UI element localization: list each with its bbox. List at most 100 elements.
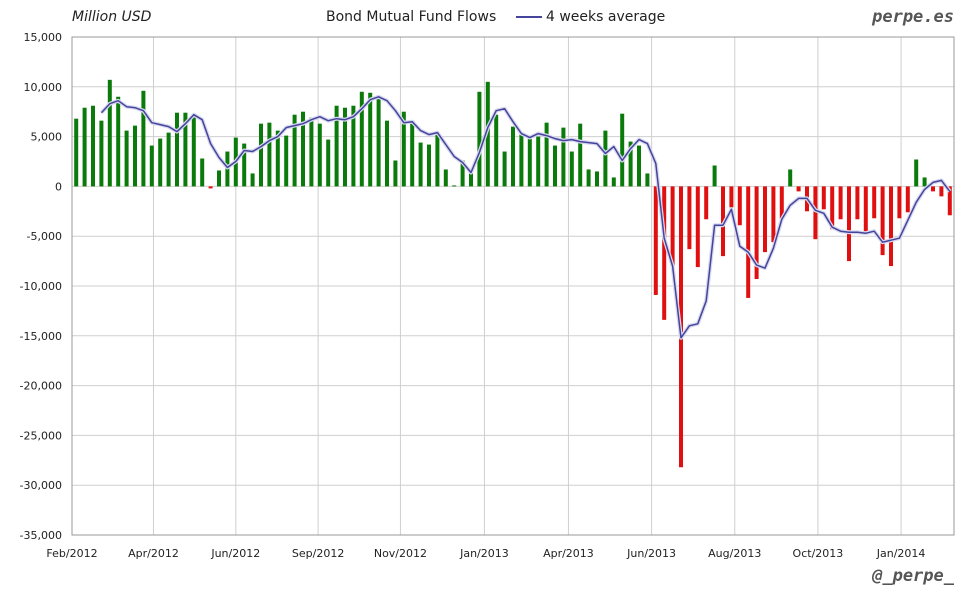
flow-bar — [309, 117, 314, 187]
flow-bar — [838, 186, 843, 220]
flow-bar — [284, 135, 289, 187]
flow-bar — [418, 142, 423, 187]
flow-bar — [611, 177, 616, 187]
flow-bar — [704, 186, 709, 220]
flow-bar — [326, 139, 331, 187]
flow-bar — [149, 145, 154, 187]
flow-bar — [653, 186, 658, 295]
flow-bar — [191, 114, 196, 187]
legend-line-swatch — [516, 16, 542, 18]
flow-bar — [670, 186, 675, 267]
flow-bar — [687, 186, 692, 250]
flow-bar — [561, 127, 566, 187]
flow-bar — [847, 186, 851, 262]
flow-bar — [897, 186, 902, 219]
flow-bar — [208, 186, 213, 189]
flow-bar — [536, 136, 541, 187]
flow-bar — [889, 186, 893, 267]
flow-bar — [872, 186, 877, 219]
flow-bar — [334, 105, 339, 187]
flow-bar — [712, 165, 717, 187]
flow-bar — [905, 186, 910, 213]
flow-bar — [359, 91, 364, 187]
y-tick-label: -15,000 — [20, 330, 62, 343]
flow-bar — [637, 145, 641, 187]
average-line — [100, 96, 951, 339]
x-tick-label: Jun/2013 — [626, 547, 676, 560]
x-tick-label: Jan/2013 — [459, 547, 509, 560]
flow-bar — [914, 159, 919, 187]
flow-bar — [301, 111, 305, 187]
flow-bar — [427, 144, 431, 187]
y-tick-label: -35,000 — [20, 529, 62, 542]
axes: 15,000 10,000 5,000 0 -5,000 -10,000 -15,000 -2… — [20, 31, 955, 560]
flow-bar — [502, 151, 507, 187]
flow-bar — [645, 173, 650, 187]
flow-bar — [813, 186, 818, 240]
flow-bar — [452, 185, 457, 187]
x-tick-label: Feb/2012 — [46, 547, 97, 560]
grid — [71, 36, 954, 536]
flow-bar — [343, 107, 347, 187]
plot-frame — [71, 36, 955, 536]
flow-bar — [107, 79, 112, 187]
x-tick-label: Jan/2014 — [876, 547, 926, 560]
legend: 4 weeks average — [516, 9, 665, 25]
flow-bar — [250, 173, 255, 187]
flow-bar — [931, 186, 935, 192]
flow-bar — [569, 151, 574, 187]
flow-bar — [133, 125, 137, 187]
flow-bar — [443, 169, 448, 187]
flow-bar — [494, 114, 499, 187]
y-tick-label: -10,000 — [20, 280, 62, 293]
flow-bar — [91, 105, 95, 187]
legend-label: 4 weeks average — [546, 9, 666, 25]
x-tick-label: Oct/2013 — [793, 547, 844, 560]
flow-bar — [141, 90, 146, 187]
flow-bar — [116, 96, 121, 187]
x-tick-label: Jun/2012 — [210, 547, 260, 560]
flow-bar — [578, 123, 583, 187]
flow-bar — [460, 160, 465, 187]
flow-bar — [292, 114, 297, 187]
flow-bar — [821, 186, 826, 210]
flow-bar — [939, 186, 944, 197]
flow-bar — [779, 186, 784, 220]
flow-bar — [74, 118, 79, 187]
flow-bar — [200, 158, 205, 187]
flow-bar — [746, 186, 751, 298]
flow-bar — [485, 81, 490, 187]
y-tick-label: 5,000 — [31, 131, 63, 144]
flow-bar — [788, 169, 793, 187]
y-tick-label: -25,000 — [20, 429, 62, 442]
flow-bar — [729, 186, 734, 208]
y-tick-label: -30,000 — [20, 479, 62, 492]
flow-bar — [242, 143, 247, 187]
x-tick-label: Sep/2012 — [292, 547, 344, 560]
flow-bar — [99, 120, 104, 187]
flow-bar — [183, 112, 188, 187]
flow-bar — [410, 120, 415, 187]
flow-bar — [737, 186, 742, 226]
x-tick-label: Aug/2013 — [708, 547, 761, 560]
flow-bar — [586, 169, 591, 187]
flow-bar — [754, 186, 759, 280]
flow-bar — [267, 122, 272, 187]
flow-bar — [553, 145, 557, 187]
y-tick-label: 0 — [55, 180, 62, 193]
flow-bar — [763, 186, 767, 253]
y-axis-unit-label: Million USD — [72, 9, 152, 25]
average-line-layer — [99, 94, 952, 340]
flow-bar — [351, 105, 356, 187]
flow-bar — [662, 186, 667, 320]
x-tick-label: Nov/2012 — [374, 547, 427, 560]
flow-bar — [628, 141, 633, 187]
flow-bar — [435, 134, 440, 187]
flow-bar — [317, 123, 322, 187]
flow-bar — [376, 96, 381, 187]
flow-bar — [217, 170, 221, 187]
y-tick-label: -20,000 — [20, 380, 62, 393]
flow-bar — [385, 120, 389, 187]
flow-bar — [519, 134, 524, 187]
